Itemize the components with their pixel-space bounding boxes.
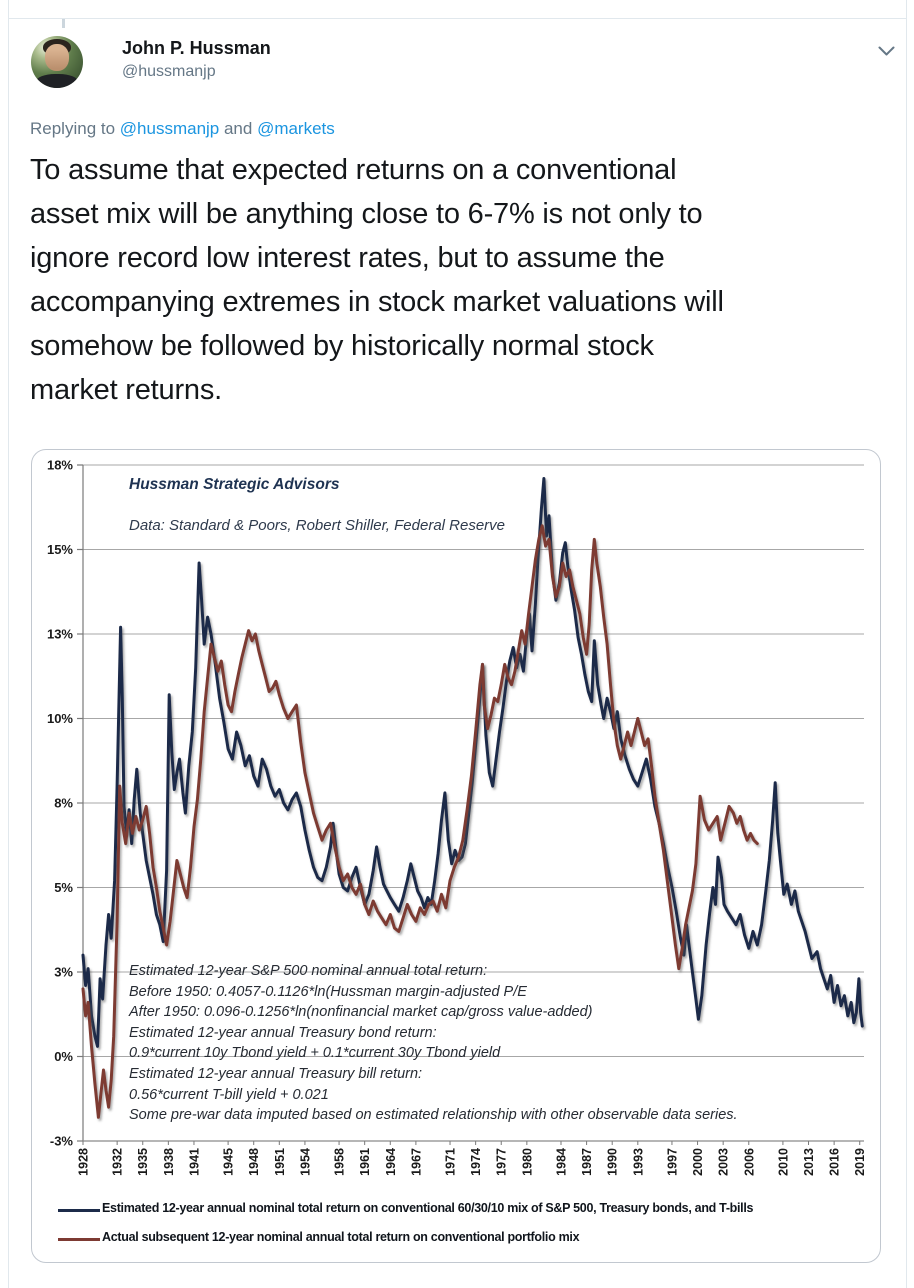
tweet-text-line: To assume that expected returns on a con… xyxy=(30,154,677,186)
y-axis-label: 3% xyxy=(54,965,73,980)
annotation-line: Estimated 12-year S&P 500 nominal annual… xyxy=(129,963,488,979)
replying-to-line: Replying to @hussmanjp and @markets xyxy=(30,119,335,139)
y-axis-label: 0% xyxy=(54,1049,73,1064)
legend-label: Actual subsequent 12-year nominal annual… xyxy=(102,1230,580,1244)
avatar-shirt xyxy=(36,74,78,88)
author-handle: @hussmanjp xyxy=(122,63,216,80)
x-axis-label: 1961 xyxy=(358,1148,372,1176)
annotation-line: 0.56*current T-bill yield + 0.021 xyxy=(129,1086,329,1103)
legend-swatch xyxy=(58,1238,100,1241)
x-axis-label: 2010 xyxy=(776,1148,790,1176)
annotation-line: Some pre-war data imputed based on estim… xyxy=(129,1107,738,1124)
legend-entry-estimated: Estimated 12-year annual nominal total r… xyxy=(58,1201,753,1215)
x-axis-label: 2019 xyxy=(853,1148,867,1176)
tweet-text-line: ignore record low interest rates, but to… xyxy=(30,242,665,274)
x-axis-label: 1997 xyxy=(666,1148,680,1176)
returns-chart: 18% 15% 13% 10% 8% 5% 3% 0% -3%1928 1932 1935 1938 1… xyxy=(47,458,867,1176)
mention-hussmanjp-link[interactable]: @hussmanjp xyxy=(119,119,220,138)
x-axis-label: 1990 xyxy=(606,1148,620,1176)
x-axis-label: 1964 xyxy=(384,1148,398,1176)
annotation-line: After 1950: 0.096-0.1256*ln(nonfinancial… xyxy=(129,1004,593,1021)
x-axis-label: 1967 xyxy=(409,1148,423,1176)
y-axis-label: 13% xyxy=(47,627,73,642)
tweet-text: To assume that expected returns on a con… xyxy=(30,148,900,412)
chart-annotation: Estimated 12-year S&P 500 nominal annual… xyxy=(129,961,829,1126)
y-axis-label: 10% xyxy=(47,711,73,726)
legend-entry-actual: Actual subsequent 12-year nominal annual… xyxy=(58,1230,753,1244)
replying-separator: and xyxy=(219,119,258,138)
y-axis-label: 18% xyxy=(47,458,73,473)
tweet-text-line: somehow be followed by historically norm… xyxy=(30,330,654,362)
x-axis-label: 1987 xyxy=(580,1148,594,1176)
x-axis-label: 1958 xyxy=(333,1148,347,1176)
legend-swatch xyxy=(58,1209,100,1212)
annotation-line: Estimated 12-year annual Treasury bill r… xyxy=(129,1065,423,1082)
x-axis-label: 1945 xyxy=(222,1148,236,1176)
avatar[interactable] xyxy=(31,36,83,88)
x-axis-label: 1951 xyxy=(273,1148,287,1176)
card-left-border xyxy=(8,0,9,1288)
annotation-line: 0.9*current 10y Tbond yield + 0.1*curren… xyxy=(129,1045,501,1062)
tweet-text-line: asset mix will be anything close to 6-7%… xyxy=(30,198,703,230)
tweet-text-line: accompanying extremes in stock market va… xyxy=(30,286,724,318)
x-axis-label: 1928 xyxy=(77,1148,91,1176)
x-axis-label: 1971 xyxy=(444,1148,458,1176)
chart-data-sources: Data: Standard & Poors, Robert Shiller, … xyxy=(129,517,506,534)
annotation-line: Before 1950: 0.4057-0.1126*ln(Hussman ma… xyxy=(129,983,527,1000)
replying-prefix: Replying to xyxy=(30,119,120,138)
y-axis-label: 5% xyxy=(54,880,73,895)
actual-return-line xyxy=(81,524,759,1119)
x-axis-label: 1977 xyxy=(495,1148,509,1176)
y-axis-label: 15% xyxy=(47,542,73,557)
chart-legend: Estimated 12-year annual nominal total r… xyxy=(58,1201,753,1259)
chart-image-attachment[interactable]: 18% 15% 13% 10% 8% 5% 3% 0% -3% 1928 1932 1935 1938 1… xyxy=(31,449,881,1263)
x-axis-label: 1974 xyxy=(469,1148,483,1176)
tweet-divider xyxy=(8,18,907,19)
mention-markets-link[interactable]: @markets xyxy=(257,119,335,138)
y-axis-label: -3% xyxy=(50,1134,74,1149)
legend-label: Estimated 12-year annual nominal total r… xyxy=(102,1201,754,1215)
x-axis-label: 1941 xyxy=(188,1148,202,1176)
x-axis-label: 1948 xyxy=(247,1148,261,1176)
y-axis-label: 8% xyxy=(54,796,73,811)
x-axis-label: 2016 xyxy=(828,1148,842,1176)
author-name[interactable]: John P. Hussman xyxy=(122,38,271,58)
card-right-border xyxy=(906,0,907,1288)
x-axis-label: 1932 xyxy=(111,1148,125,1176)
x-axis-label: 2013 xyxy=(802,1148,816,1176)
annotation-line: Estimated 12-year annual Treasury bond r… xyxy=(129,1024,437,1041)
x-axis-label: 1938 xyxy=(162,1148,176,1176)
x-axis-label: 1993 xyxy=(631,1148,645,1176)
x-axis-label: 2003 xyxy=(717,1148,731,1176)
x-axis-label: 2000 xyxy=(691,1148,705,1176)
x-axis-label: 2006 xyxy=(742,1148,756,1176)
thread-connector xyxy=(62,19,65,28)
tweet-text-line: market returns. xyxy=(30,374,222,406)
x-axis-label: 1980 xyxy=(520,1148,534,1176)
chart-source-title: Hussman Strategic Advisors xyxy=(129,476,340,493)
x-axis-label: 1984 xyxy=(555,1148,569,1176)
chevron-down-icon[interactable] xyxy=(878,44,895,62)
x-axis-label: 1954 xyxy=(298,1148,312,1176)
avatar-face xyxy=(45,44,69,71)
x-axis-label: 1935 xyxy=(136,1148,150,1176)
